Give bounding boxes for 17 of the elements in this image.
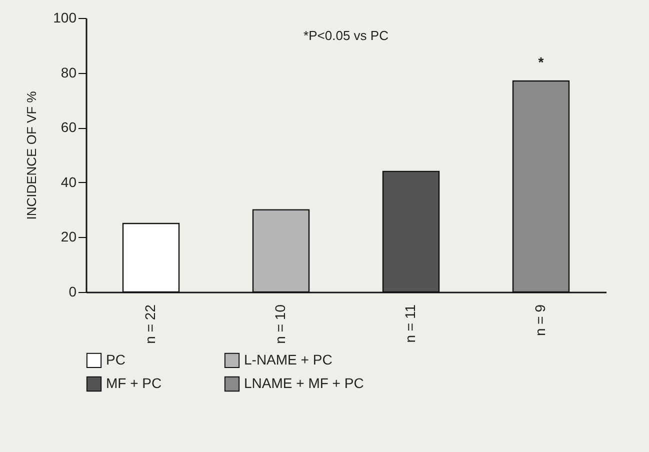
- legend-label: MF + PC: [106, 375, 162, 391]
- x-tick-label: n = 9: [532, 304, 548, 336]
- annotation: *P<0.05 vs PC: [304, 28, 388, 43]
- annotation: *: [538, 54, 544, 70]
- y-tick-label: 80: [60, 64, 77, 80]
- legend-label: L-NAME + PC: [244, 351, 332, 368]
- x-tick-label: n = 11: [402, 304, 418, 343]
- y-tick-label: 100: [53, 10, 77, 26]
- y-tick-label: 40: [60, 174, 77, 190]
- y-tick-label: 60: [60, 119, 77, 136]
- legend-label: PC: [106, 351, 126, 368]
- y-tick-label: 0: [68, 284, 77, 300]
- x-tick-label: n = 10: [272, 304, 288, 344]
- y-tick-label: 20: [60, 228, 77, 245]
- legend-label: LNAME + MF + PC: [244, 375, 364, 391]
- y-axis-title: INCIDENCE OF VF %: [24, 90, 40, 220]
- x-tick-label: n = 22: [142, 304, 158, 344]
